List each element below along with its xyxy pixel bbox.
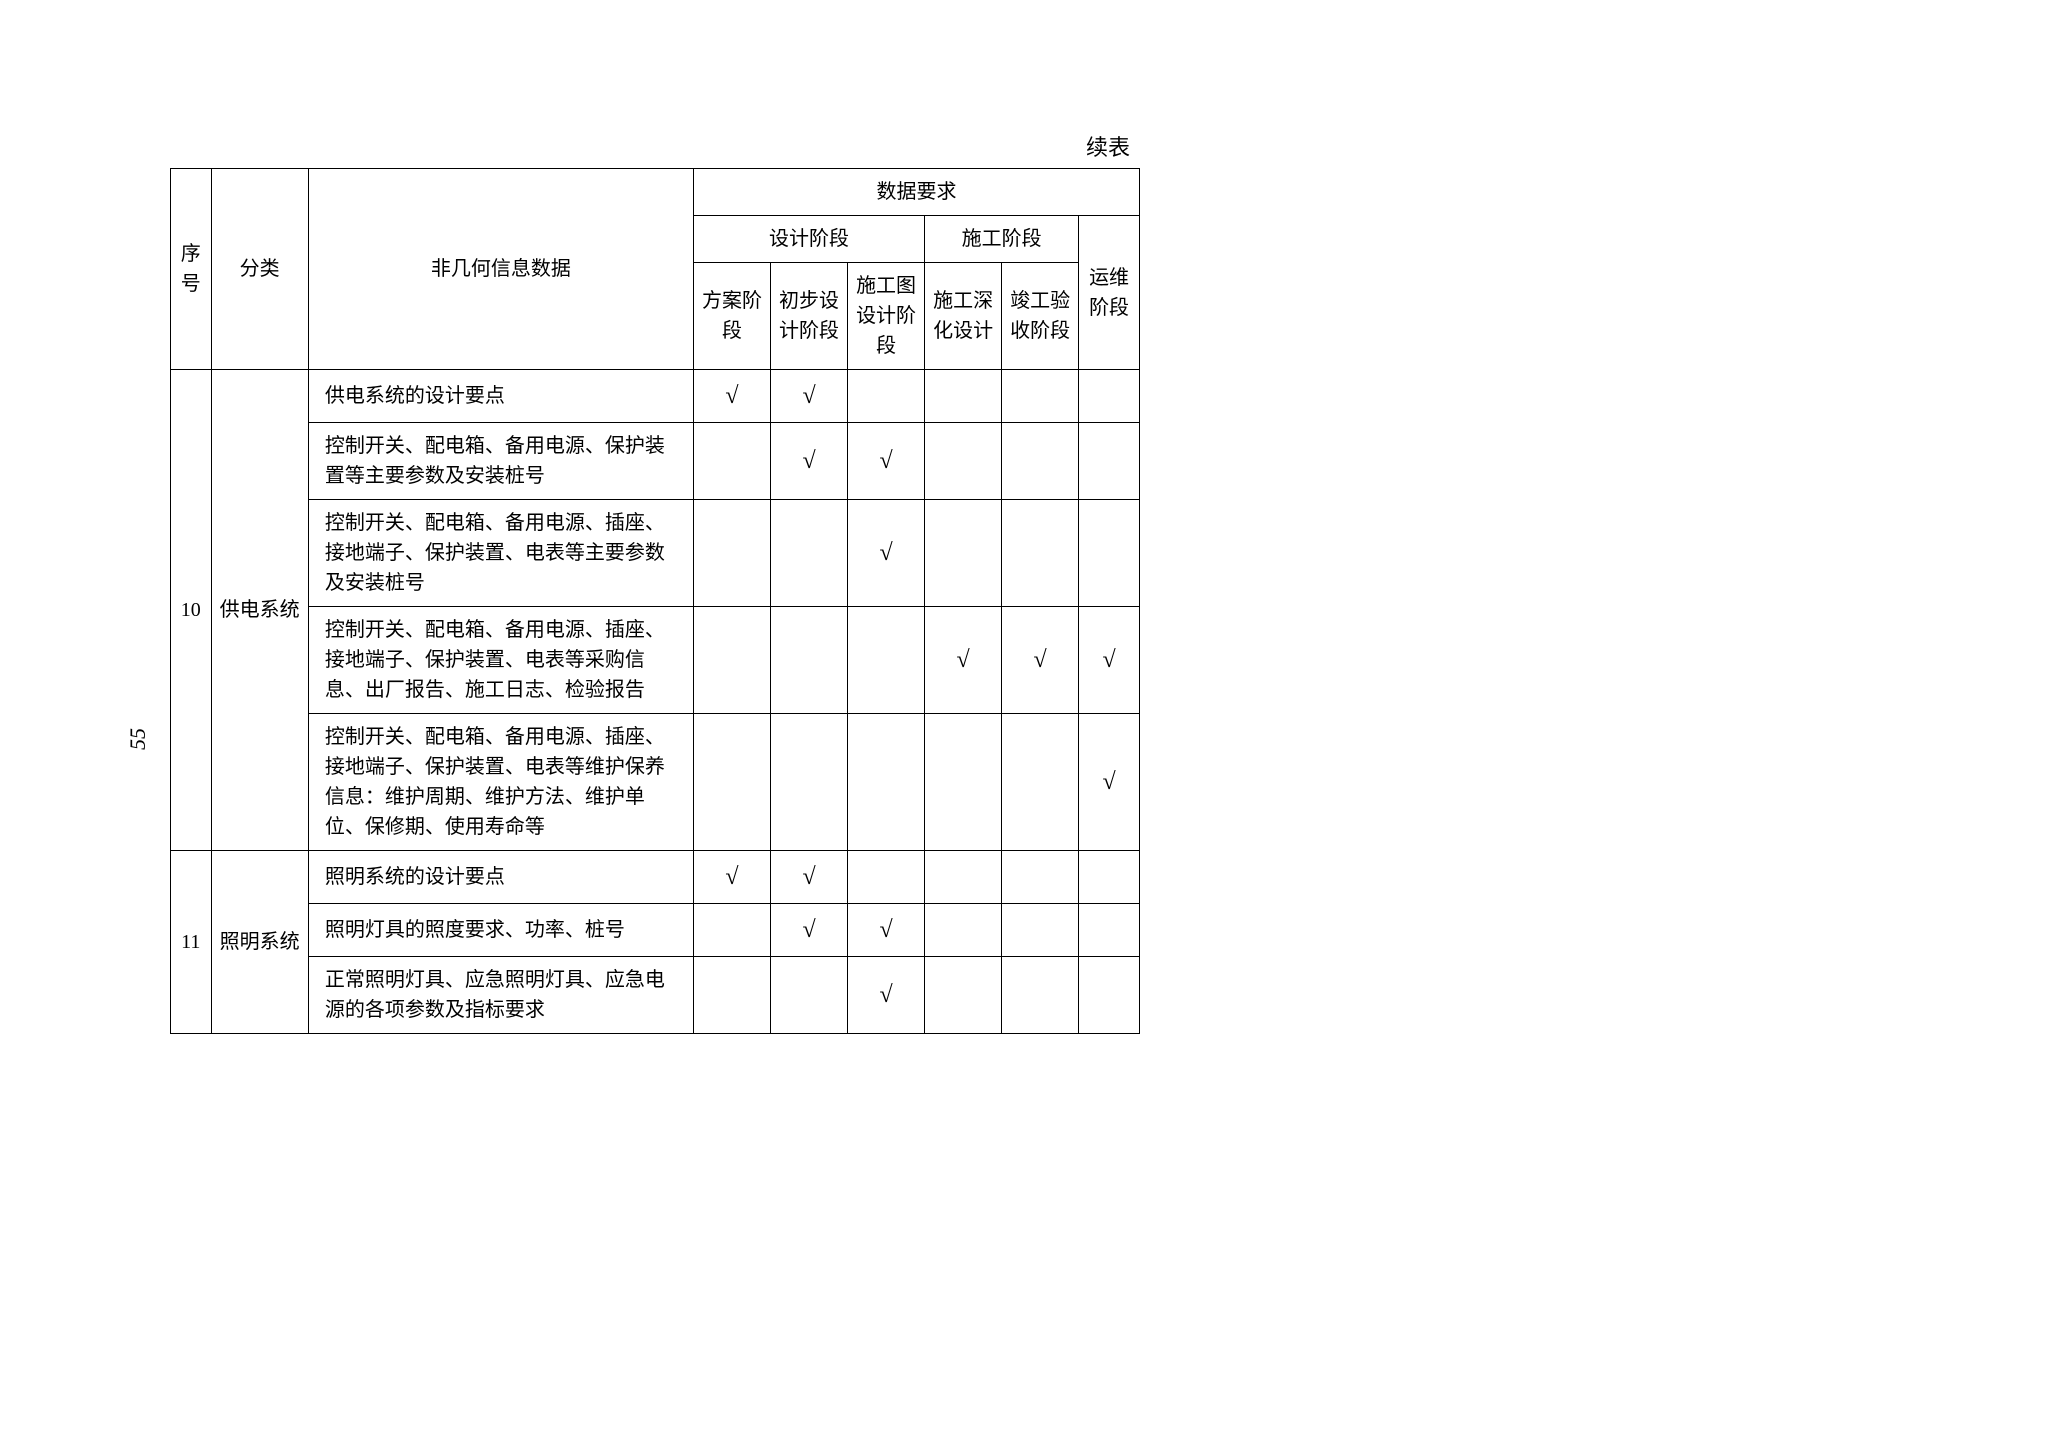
cell-description: 控制开关、配电箱、备用电源、插座、接地端子、保护装置、电表等主要参数及安装桩号 [308, 500, 693, 607]
cell-description: 照明灯具的照度要求、功率、桩号 [308, 904, 693, 957]
th-om-stage: 运维阶段 [1079, 216, 1140, 370]
cell-check [1079, 904, 1140, 957]
cell-check [925, 957, 1002, 1034]
table-header: 序号 分类 非几何信息数据 数据要求 设计阶段 施工阶段 运维阶段 方案阶段 初… [171, 169, 1140, 370]
cell-check [693, 904, 770, 957]
cell-check [925, 423, 1002, 500]
th-phase-cd: 施工图设计阶段 [848, 263, 925, 370]
cell-check [848, 851, 925, 904]
table-row: 控制开关、配电箱、备用电源、插座、接地端子、保护装置、电表等维护保养信息：维护周… [171, 714, 1140, 851]
cell-check [771, 714, 848, 851]
table-row: 控制开关、配电箱、备用电源、插座、接地端子、保护装置、电表等主要参数及安装桩号 √ [171, 500, 1140, 607]
cell-check: √ [848, 423, 925, 500]
table-row: 照明灯具的照度要求、功率、桩号 √√ [171, 904, 1140, 957]
cell-check: √ [771, 370, 848, 423]
th-data-req: 数据要求 [693, 169, 1139, 216]
cell-check [1002, 851, 1079, 904]
th-seq: 序号 [171, 169, 212, 370]
cell-check [925, 714, 1002, 851]
cell-check [1002, 423, 1079, 500]
page-number: 55 [125, 728, 151, 750]
table-body: 10供电系统供电系统的设计要点√√控制开关、配电箱、备用电源、保护装置等主要参数… [171, 370, 1140, 1034]
table-row: 控制开关、配电箱、备用电源、插座、接地端子、保护装置、电表等采购信息、出厂报告、… [171, 607, 1140, 714]
table-row: 11照明系统照明系统的设计要点√√ [171, 851, 1140, 904]
cell-check: √ [771, 423, 848, 500]
cell-check [1002, 957, 1079, 1034]
cell-check [925, 370, 1002, 423]
cell-description: 控制开关、配电箱、备用电源、保护装置等主要参数及安装桩号 [308, 423, 693, 500]
cell-check [925, 851, 1002, 904]
cell-check [1002, 370, 1079, 423]
cell-description: 控制开关、配电箱、备用电源、插座、接地端子、保护装置、电表等采购信息、出厂报告、… [308, 607, 693, 714]
th-phase-deep: 施工深化设计 [925, 263, 1002, 370]
cell-check [1079, 500, 1140, 607]
cell-description: 正常照明灯具、应急照明灯具、应急电源的各项参数及指标要求 [308, 957, 693, 1034]
cell-check: √ [693, 370, 770, 423]
cell-check [1079, 851, 1140, 904]
cell-check: √ [848, 957, 925, 1034]
cell-check [693, 957, 770, 1034]
cell-check: √ [1002, 607, 1079, 714]
cell-check [693, 607, 770, 714]
cell-category: 供电系统 [211, 370, 308, 851]
cell-seq: 10 [171, 370, 212, 851]
cell-check [1002, 904, 1079, 957]
cell-check: √ [925, 607, 1002, 714]
th-design-stage: 设计阶段 [693, 216, 924, 263]
cell-check [1002, 500, 1079, 607]
cell-check: √ [1079, 714, 1140, 851]
cell-check [693, 423, 770, 500]
cell-description: 照明系统的设计要点 [308, 851, 693, 904]
cell-check [771, 607, 848, 714]
th-phase-accept: 竣工验收阶段 [1002, 263, 1079, 370]
cell-seq: 11 [171, 851, 212, 1034]
cell-description: 供电系统的设计要点 [308, 370, 693, 423]
table-row: 正常照明灯具、应急照明灯具、应急电源的各项参数及指标要求 √ [171, 957, 1140, 1034]
cell-check: √ [848, 904, 925, 957]
cell-check [693, 714, 770, 851]
cell-check [1079, 957, 1140, 1034]
th-category: 分类 [211, 169, 308, 370]
cell-check [1079, 423, 1140, 500]
cell-check [848, 370, 925, 423]
th-phase-scheme: 方案阶段 [693, 263, 770, 370]
cell-check: √ [771, 851, 848, 904]
continued-table-label: 续表 [170, 130, 1140, 162]
th-phase-prelim: 初步设计阶段 [771, 263, 848, 370]
cell-check [693, 500, 770, 607]
cell-check [1002, 714, 1079, 851]
table-row: 10供电系统供电系统的设计要点√√ [171, 370, 1140, 423]
cell-check [771, 957, 848, 1034]
cell-check: √ [1079, 607, 1140, 714]
cell-check [925, 904, 1002, 957]
cell-category: 照明系统 [211, 851, 308, 1034]
th-nongeom: 非几何信息数据 [308, 169, 693, 370]
cell-check: √ [693, 851, 770, 904]
table-row: 控制开关、配电箱、备用电源、保护装置等主要参数及安装桩号 √√ [171, 423, 1140, 500]
cell-check [771, 500, 848, 607]
cell-description: 控制开关、配电箱、备用电源、插座、接地端子、保护装置、电表等维护保养信息：维护周… [308, 714, 693, 851]
page-wrapper: 续表 序号 分类 非几何信息数据 数据要求 设计阶段 施工阶段 运维阶段 [170, 130, 1140, 1034]
cell-check: √ [848, 500, 925, 607]
data-requirements-table: 序号 分类 非几何信息数据 数据要求 设计阶段 施工阶段 运维阶段 方案阶段 初… [170, 168, 1140, 1034]
cell-check [1079, 370, 1140, 423]
cell-check [848, 607, 925, 714]
cell-check: √ [771, 904, 848, 957]
cell-check [925, 500, 1002, 607]
cell-check [848, 714, 925, 851]
th-construction-stage: 施工阶段 [925, 216, 1079, 263]
